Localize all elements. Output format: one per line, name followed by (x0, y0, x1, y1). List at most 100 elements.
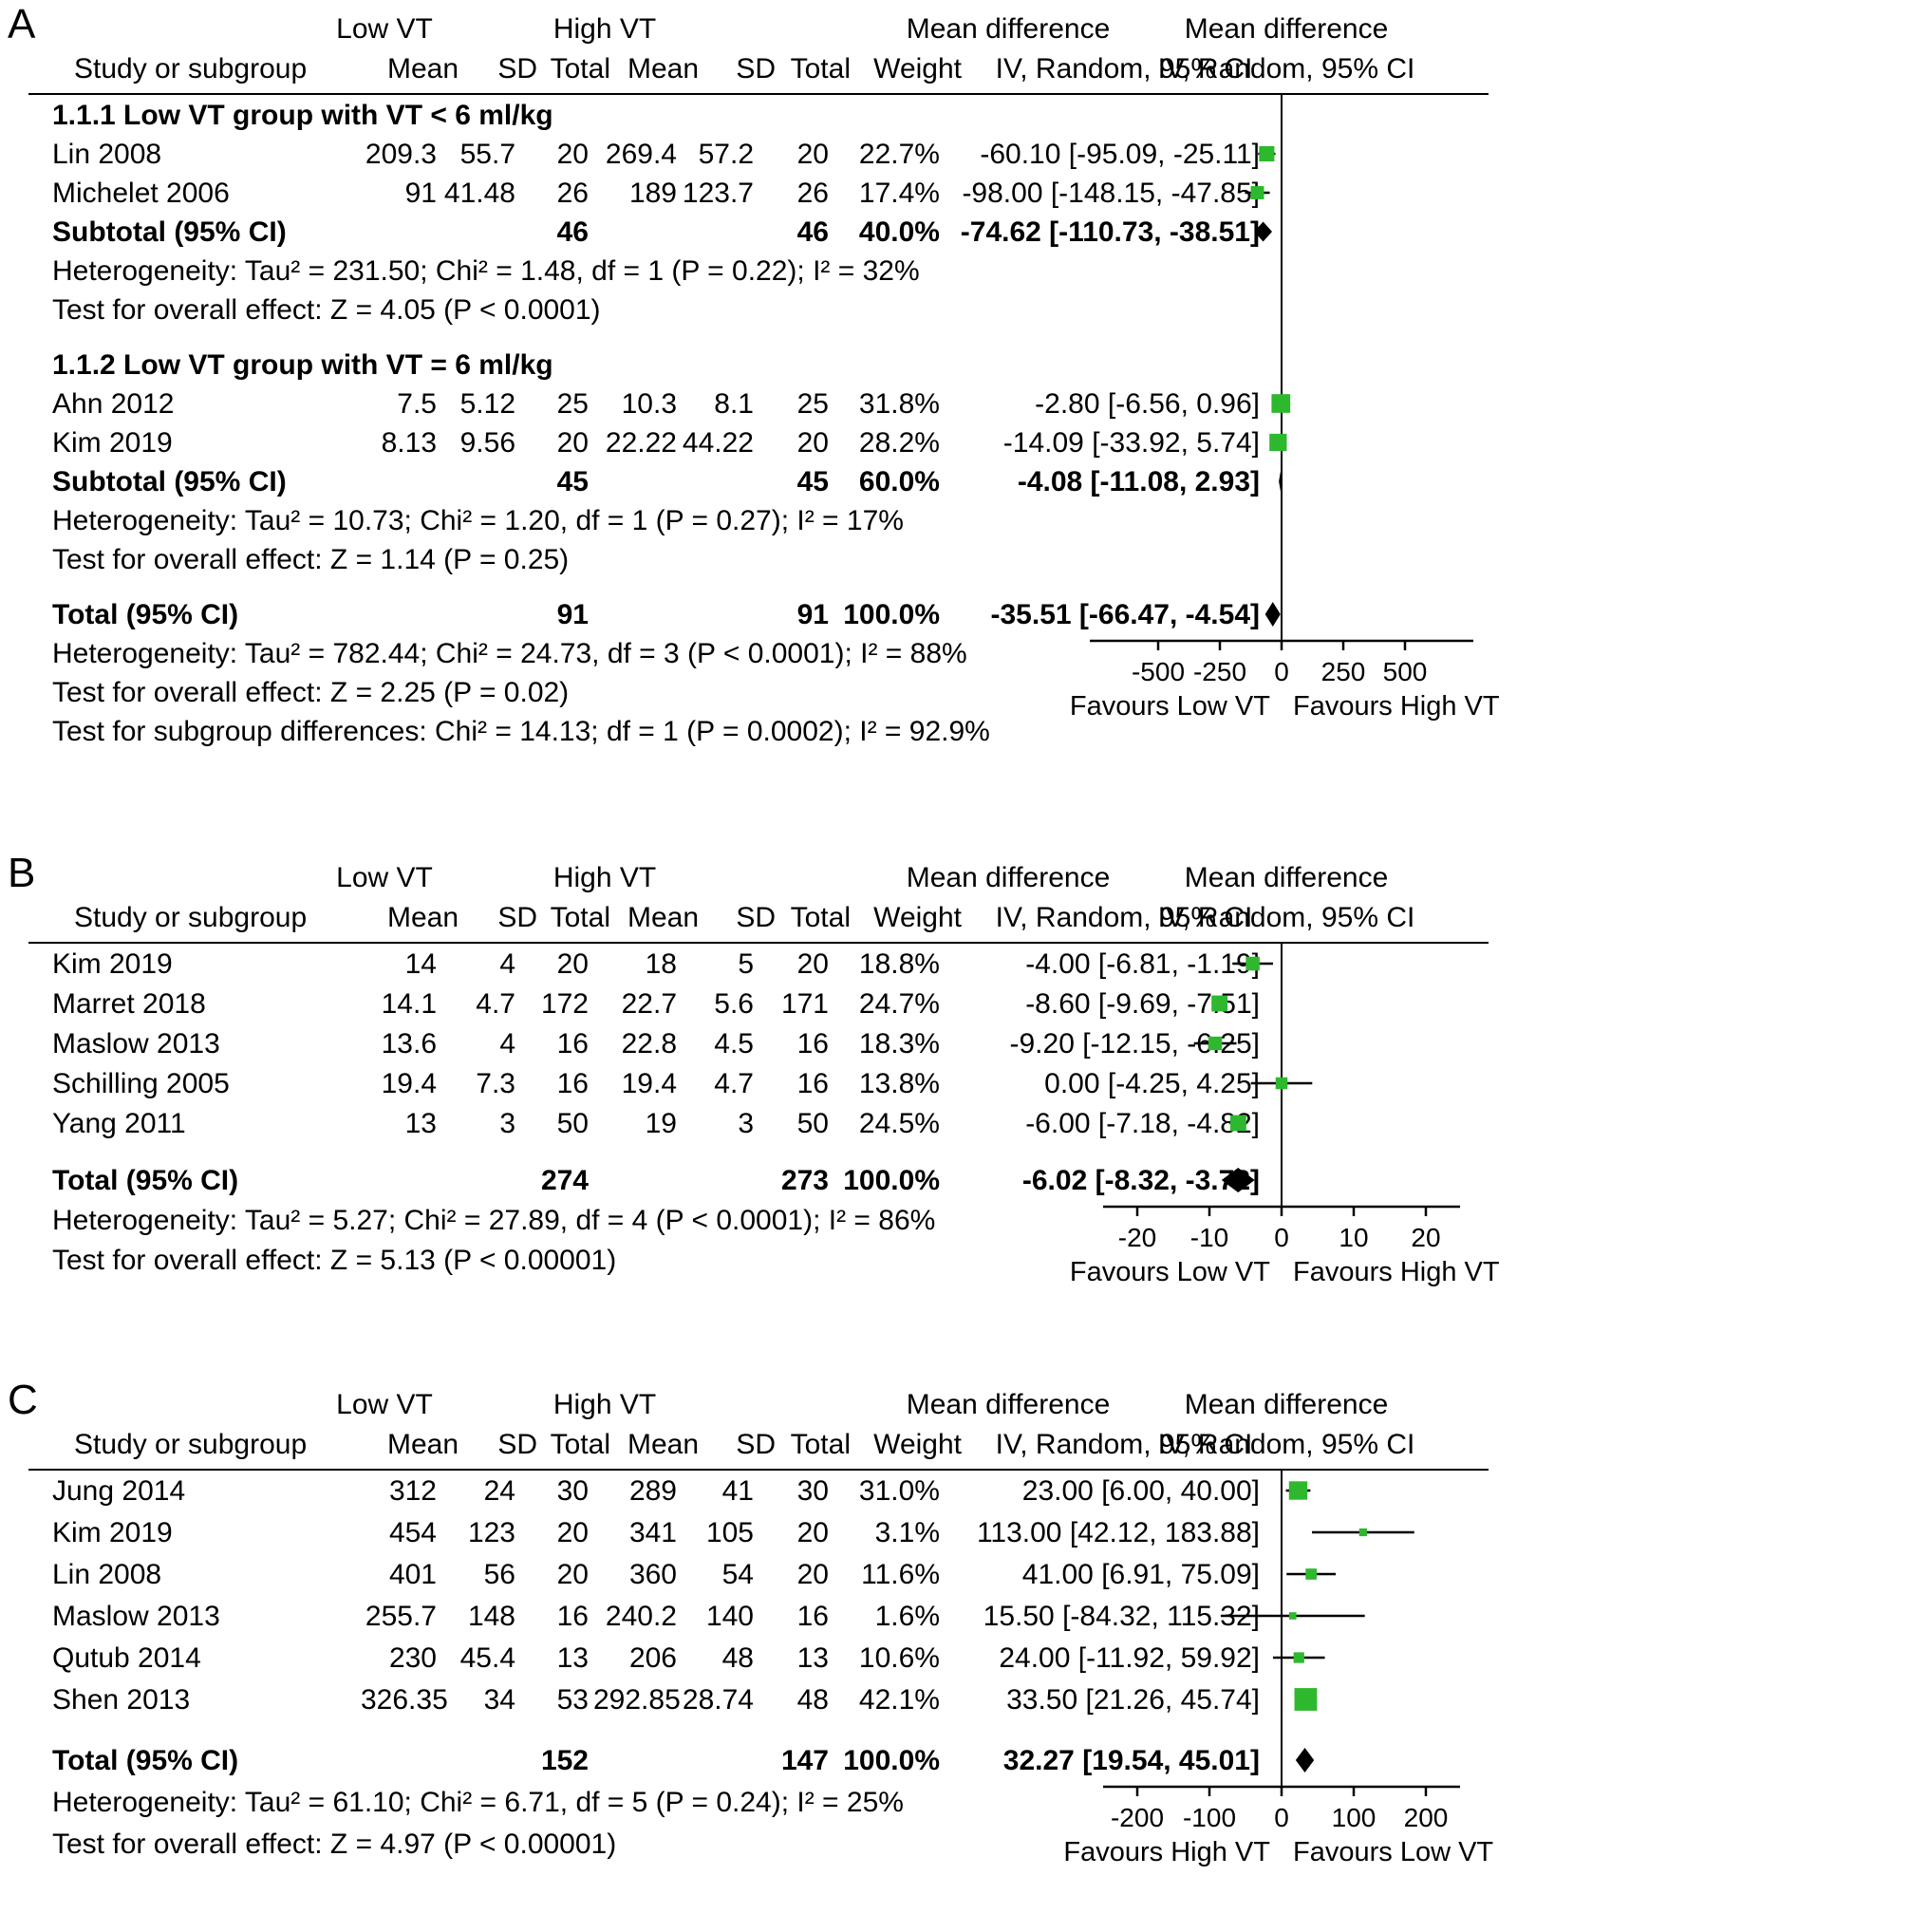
column-header-row: Study or subgroup Mean SD Total Mean SD Total W… (0, 53, 1252, 84)
overall-effect-note: Test for overall effect: Z = 5.13 (P < 0… (52, 1245, 617, 1276)
cell-w: 42.1% (858, 1684, 940, 1716)
cell-sd2 (682, 1745, 758, 1776)
cell-w: 13.8% (858, 1068, 940, 1099)
cell-t2: 13 (796, 1642, 829, 1674)
cell-ci: 23.00 [6.00, 40.00] (1021, 1475, 1260, 1507)
subgroup-difference-note: Test for subgroup differences: Chi² = 14… (52, 716, 990, 747)
col-header-ci: IV, Random, 95% CI (995, 902, 1253, 933)
cell-sd2: 28.74 (682, 1684, 754, 1716)
cell-sd2: 4.7 (714, 1068, 754, 1099)
cell-t2: 46 (796, 216, 829, 248)
cell-w: 3.1% (874, 1517, 940, 1548)
cell-m2: 10.3 (621, 388, 677, 420)
heterogeneity-note: Heterogeneity: Tau² = 5.27; Chi² = 27.89… (52, 1205, 936, 1236)
group1-header: Low VT (336, 1389, 433, 1420)
cell-t2: 16 (796, 1068, 829, 1099)
cell-study: Total (95% CI) (52, 1165, 239, 1196)
col-header-m1: Mean (386, 53, 459, 84)
cell-t2: 20 (796, 139, 829, 170)
axis-tick-label: 200 (1404, 1803, 1449, 1832)
mean-difference-plot-header: Mean difference (1184, 862, 1389, 893)
cell-study: Michelet 2006 (52, 178, 230, 209)
cell-t1: 46 (556, 216, 589, 248)
cell-m1: 312 (388, 1475, 437, 1507)
cell-study: Lin 2008 (52, 1559, 162, 1590)
col-header-sd2: SD (736, 1429, 776, 1460)
study-row: Schilling 2005 19.4 7.3 16 19.4 4.7 16 13.8% 0.0… (0, 1068, 1260, 1099)
cell-m1: 326.35 (361, 1684, 448, 1716)
cell-t1: 45 (556, 466, 589, 497)
cell-study: Ahn 2012 (52, 388, 175, 420)
cell-w: 100.0% (843, 1165, 940, 1196)
cell-w: 18.8% (858, 948, 940, 980)
cell-ci: -74.62 [-110.73, -38.51] (960, 216, 1260, 248)
cell-sd2: 4.5 (714, 1028, 754, 1060)
cell-w: 28.2% (858, 427, 940, 459)
cell-t1: 25 (556, 388, 589, 420)
cell-ci: 15.50 [-84.32, 115.32] (983, 1601, 1260, 1632)
cell-w: 40.0% (858, 216, 940, 248)
cell-study: Shen 2013 (52, 1684, 191, 1716)
cell-sd1 (441, 1165, 520, 1196)
cell-m2: 19.4 (621, 1068, 677, 1099)
pooled-diamond (1264, 602, 1281, 627)
cell-study: Kim 2019 (52, 427, 173, 459)
cell-m2: 289 (628, 1475, 677, 1507)
cell-m2: 292.85 (593, 1684, 681, 1716)
col-header-study: Study or subgroup (74, 1429, 308, 1460)
cell-ci: -4.00 [-6.81, -1.19] (1025, 948, 1260, 980)
axis-tick-label: 500 (1383, 657, 1428, 686)
cell-t2: 45 (796, 466, 829, 497)
cell-m1: 8.13 (381, 427, 437, 459)
cell-t2: 50 (796, 1108, 829, 1139)
cell-ci: -2.80 [-6.56, 0.96] (1035, 388, 1260, 420)
cell-w: 10.6% (858, 1642, 940, 1674)
col-header-ci: IV, Random, 95% CI (995, 1429, 1253, 1460)
mean-difference-text-header: Mean difference (906, 862, 1111, 893)
cell-sd1: 4 (499, 948, 515, 980)
mean-difference-text-header: Mean difference (906, 13, 1111, 45)
cell-study: Schilling 2005 (52, 1068, 230, 1099)
cell-m2: 22.8 (621, 1028, 677, 1060)
cell-w: 31.8% (858, 388, 940, 420)
cell-t2: 20 (796, 427, 829, 459)
cell-w: 17.4% (858, 178, 940, 209)
col-header-w: Weight (873, 1429, 962, 1460)
study-row: Shen 2013 326.35 34 53 292.85 28.74 48 42.1% 33.… (0, 1684, 1260, 1716)
cell-sd2 (682, 599, 758, 630)
col-header-m2: Mean (627, 53, 699, 84)
cell-ci: -4.08 [-11.08, 2.93] (1017, 466, 1260, 497)
axis-tick-label: -20 (1118, 1223, 1156, 1252)
cell-w: 1.6% (874, 1601, 940, 1632)
pooled-diamond (1295, 1748, 1315, 1773)
overall-effect-note: Test for overall effect: Z = 1.14 (P = 0… (52, 544, 570, 575)
study-row: Kim 2019 8.13 9.56 20 22.22 44.22 20 28.2% -14.0… (0, 427, 1260, 459)
cell-study: Marret 2018 (52, 988, 206, 1020)
group1-header: Low VT (336, 862, 433, 893)
axis-tick-label: -100 (1183, 1803, 1236, 1832)
cell-m1: 209.3 (365, 139, 437, 170)
cell-m2: 18 (645, 948, 677, 980)
cell-m2 (593, 466, 682, 497)
favours-left-label: Favours Low VT (1070, 1257, 1270, 1287)
subtotal-row: Subtotal (95% CI) 45 45 60.0% -4.08 [-11.08,… (0, 466, 1260, 497)
col-header-sd2: SD (736, 902, 776, 933)
total-row: Total (95% CI) 274 273 100.0% -6.02 [-8.32, … (0, 1165, 1260, 1196)
overall-effect-note: Test for overall effect: Z = 2.25 (P = 0… (52, 677, 570, 708)
plot-method-header: IV, Random, 95% CI (1157, 1429, 1415, 1460)
axis-tick-label: -500 (1132, 657, 1185, 686)
cell-study: Qutub 2014 (52, 1642, 201, 1674)
cell-ci: 24.00 [-11.92, 59.92] (999, 1642, 1260, 1674)
cell-ci: -9.20 [-12.15, -6.25] (1009, 1028, 1261, 1060)
cell-ci: -35.51 [-66.47, -4.54] (990, 599, 1261, 630)
cell-sd2: 8.1 (714, 388, 754, 420)
col-header-study: Study or subgroup (74, 53, 308, 84)
cell-sd2: 3 (738, 1108, 754, 1139)
effect-square (1288, 1612, 1297, 1620)
cell-sd2 (682, 1165, 758, 1196)
cell-sd2: 54 (721, 1559, 754, 1590)
cell-ci: -14.09 [-33.92, 5.74] (1002, 427, 1260, 459)
cell-w: 60.0% (858, 466, 940, 497)
cell-study: Lin 2008 (52, 139, 162, 170)
study-row: Maslow 2013 255.7 148 16 240.2 140 16 1.6% 15.50… (0, 1601, 1260, 1632)
